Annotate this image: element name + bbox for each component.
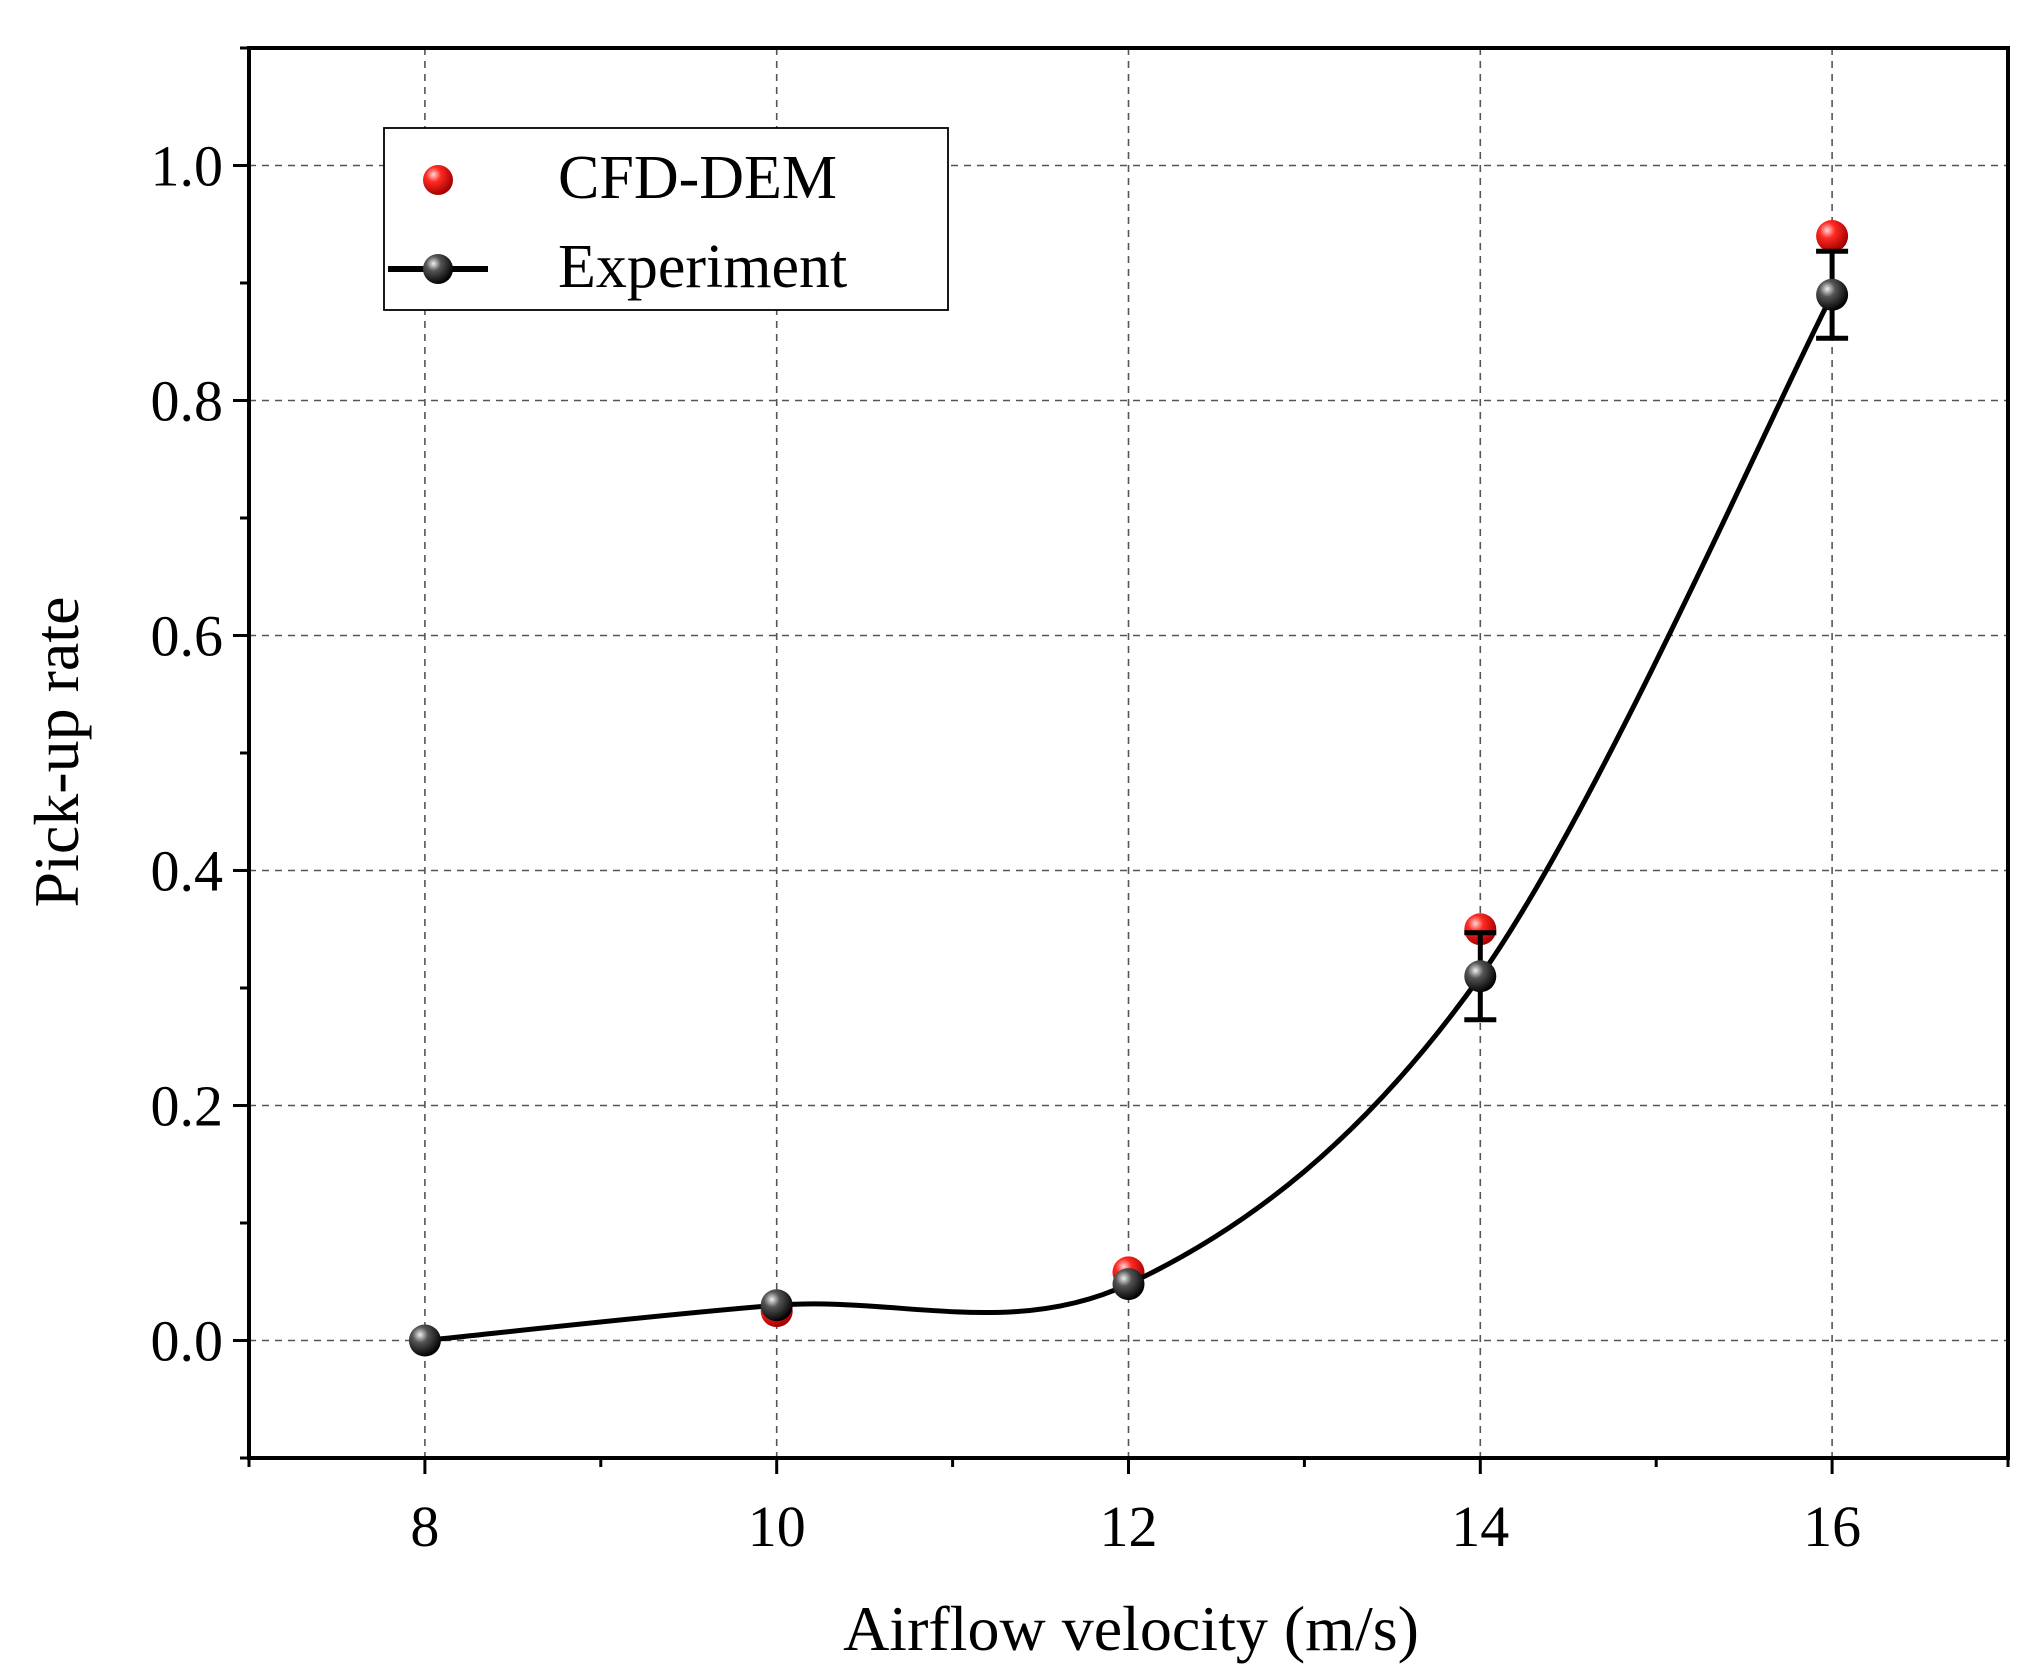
cfd-dem-point-14 [1464,913,1497,946]
x-tick-label-14: 14 [1451,1494,1509,1559]
experiment-point-16 [1816,278,1849,311]
y-tick-label-0.8: 0.8 [151,369,224,434]
experiment-point-12 [1112,1268,1145,1301]
axes: 8 10 12 14 16 0.0 0.2 0.4 0.6 0.8 1.0 [151,46,2010,1559]
x-axis-title: Airflow velocity (m/s) [843,1593,1419,1664]
series [408,220,1849,1357]
y-tick-label-1.0: 1.0 [151,134,224,199]
cfd-dem-point-16 [1816,220,1849,252]
y-tick-label-0.2: 0.2 [151,1074,224,1139]
y-tick-label-0.4: 0.4 [151,839,224,904]
experiment-point-14 [1464,960,1497,993]
legend-box [383,127,949,311]
legend-marker-cfd-dem [423,165,453,195]
x-tick-label-16: 16 [1803,1494,1861,1559]
legend-label-cfd-dem: CFD-DEM [558,144,837,212]
legend-label-experiment: Experiment [558,233,847,301]
experiment-point-10 [760,1289,793,1322]
y-tick-label-0.0: 0.0 [151,1309,224,1374]
y-axis-title: Pick-up rate [21,597,92,908]
y-tick-label-0.6: 0.6 [151,604,224,669]
experiment-curve [424,293,1835,1343]
experiment-point-8 [408,1324,441,1357]
x-tick-label-8: 8 [410,1494,439,1559]
x-tick-label-10: 10 [748,1494,806,1559]
x-tick-label-12: 12 [1100,1494,1158,1559]
legend: CFD-DEM Experiment [383,127,949,311]
legend-marker-experiment [423,254,453,284]
